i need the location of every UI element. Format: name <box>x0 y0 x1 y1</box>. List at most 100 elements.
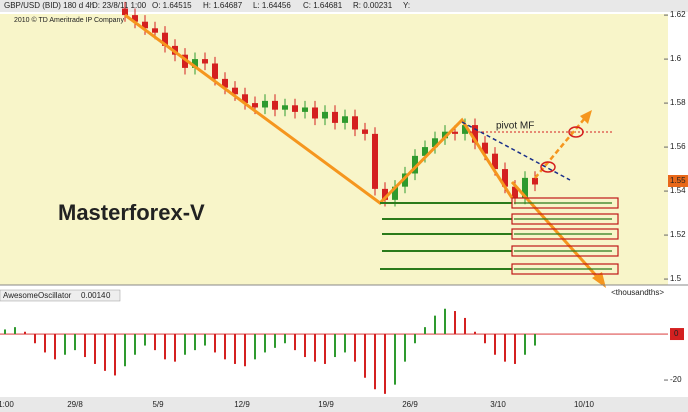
candle-body <box>392 186 398 200</box>
osc-bar <box>524 334 526 355</box>
symbol: GBP/USD (BID) 180 d 4h <box>4 1 94 10</box>
candle-body <box>282 105 288 110</box>
osc-bar <box>244 334 246 367</box>
candle-body <box>522 177 528 198</box>
candle-body <box>222 78 228 88</box>
price-panel <box>0 14 668 285</box>
osc-bar <box>414 334 416 344</box>
osc-bar <box>114 334 116 376</box>
osc-bar <box>174 334 176 362</box>
y-tick-label: -20 <box>670 375 682 384</box>
osc-title: AwesomeOscillator <box>3 291 72 300</box>
osc-bar <box>74 334 76 351</box>
candle-body <box>232 87 238 95</box>
last-price: 1.55 <box>670 176 686 185</box>
osc-value: 0.0014 <box>81 291 106 300</box>
x-axis: 1:00 29/8 5/9 12/9 19/9 26/9 3/10 10/10 <box>0 400 595 409</box>
osc-bar <box>154 334 156 351</box>
candle-body <box>192 59 198 68</box>
open: O: 1.64515 <box>152 1 192 10</box>
candle-body <box>122 8 128 16</box>
osc-bar <box>184 334 186 355</box>
candle-body <box>442 131 448 139</box>
x-axis-bar <box>0 397 688 412</box>
units-label: <thousandths> <box>611 288 664 297</box>
osc-bar <box>104 334 106 371</box>
candle-body <box>162 32 168 46</box>
y-field: Y: <box>403 1 410 10</box>
osc-bar <box>434 315 436 335</box>
candle-body <box>352 116 358 130</box>
candle-body <box>142 21 148 29</box>
osc-bar <box>254 334 256 360</box>
pivot-label: pivot MF <box>496 121 534 132</box>
osc-bar <box>514 334 516 364</box>
candle-body <box>152 28 158 33</box>
date: D: 23/8/11 1:00 <box>92 1 147 10</box>
high: H: 1.64687 <box>203 1 243 10</box>
osc-bar <box>534 334 536 346</box>
candle-body <box>262 100 268 108</box>
candle-body <box>512 186 518 198</box>
breakout-arrow <box>534 117 586 179</box>
osc-bar <box>14 327 16 335</box>
brand-label: Masterforex-V <box>58 200 205 225</box>
osc-bar <box>194 334 196 351</box>
osc-bar <box>84 334 86 358</box>
osc-title-box <box>0 289 121 302</box>
osc-bar <box>364 334 366 378</box>
arrow-head <box>592 272 606 288</box>
osc-bar <box>34 334 36 344</box>
y-tick-label: 1.58 <box>670 98 686 107</box>
candle-body <box>462 125 468 134</box>
osc-bar <box>44 334 46 353</box>
x-tick-label: 10/10 <box>574 400 595 409</box>
y-tick-label: 0 <box>674 329 679 338</box>
osc-bar <box>504 334 506 362</box>
osc-bar <box>264 334 266 353</box>
osc-bar <box>384 334 386 394</box>
candle-body <box>382 188 388 200</box>
x-tick-label: 1:00 <box>0 400 14 409</box>
osc-bar <box>294 334 296 351</box>
osc-plot: 0 -20 <box>0 308 684 394</box>
y-tick-label: 1.62 <box>670 10 686 19</box>
osc-bar <box>464 317 466 335</box>
candle-body <box>252 103 258 108</box>
osc-bar <box>144 334 146 346</box>
low: L: 1.64456 <box>253 1 291 10</box>
tick-box <box>670 328 684 341</box>
osc-zero: 0 <box>106 291 111 300</box>
copyright: 2010 © TD Ameritrade IP Company <box>14 16 124 24</box>
pattern-line <box>124 13 514 205</box>
osc-bar <box>484 334 486 344</box>
marker-circle <box>568 126 584 138</box>
osc-bar <box>474 331 476 335</box>
candle-body <box>212 63 218 79</box>
osc-bar <box>234 334 236 364</box>
candle-body <box>202 59 208 64</box>
osc-bar <box>204 334 206 346</box>
candle-body <box>322 111 328 119</box>
osc-bar <box>454 311 456 335</box>
candle-body <box>182 54 188 68</box>
osc-bar <box>304 334 306 358</box>
y-tick-label: 1.5 <box>670 274 682 283</box>
osc-bar <box>324 334 326 364</box>
candle-body <box>302 107 308 112</box>
osc-bar <box>334 334 336 358</box>
osc-bar <box>164 334 166 360</box>
osc-bar <box>24 331 26 335</box>
y-tick-label: 1.52 <box>670 230 686 239</box>
osc-bar <box>394 334 396 385</box>
x-tick-label: 3/10 <box>490 400 506 409</box>
x-tick-label: 12/9 <box>234 400 250 409</box>
candle-body <box>342 116 348 123</box>
candle-body <box>242 94 248 104</box>
candle-body <box>502 169 508 187</box>
osc-bar <box>124 334 126 367</box>
candle-body <box>402 173 408 187</box>
osc-bar <box>354 334 356 362</box>
osc-bar <box>134 334 136 355</box>
candle-body <box>452 131 458 134</box>
